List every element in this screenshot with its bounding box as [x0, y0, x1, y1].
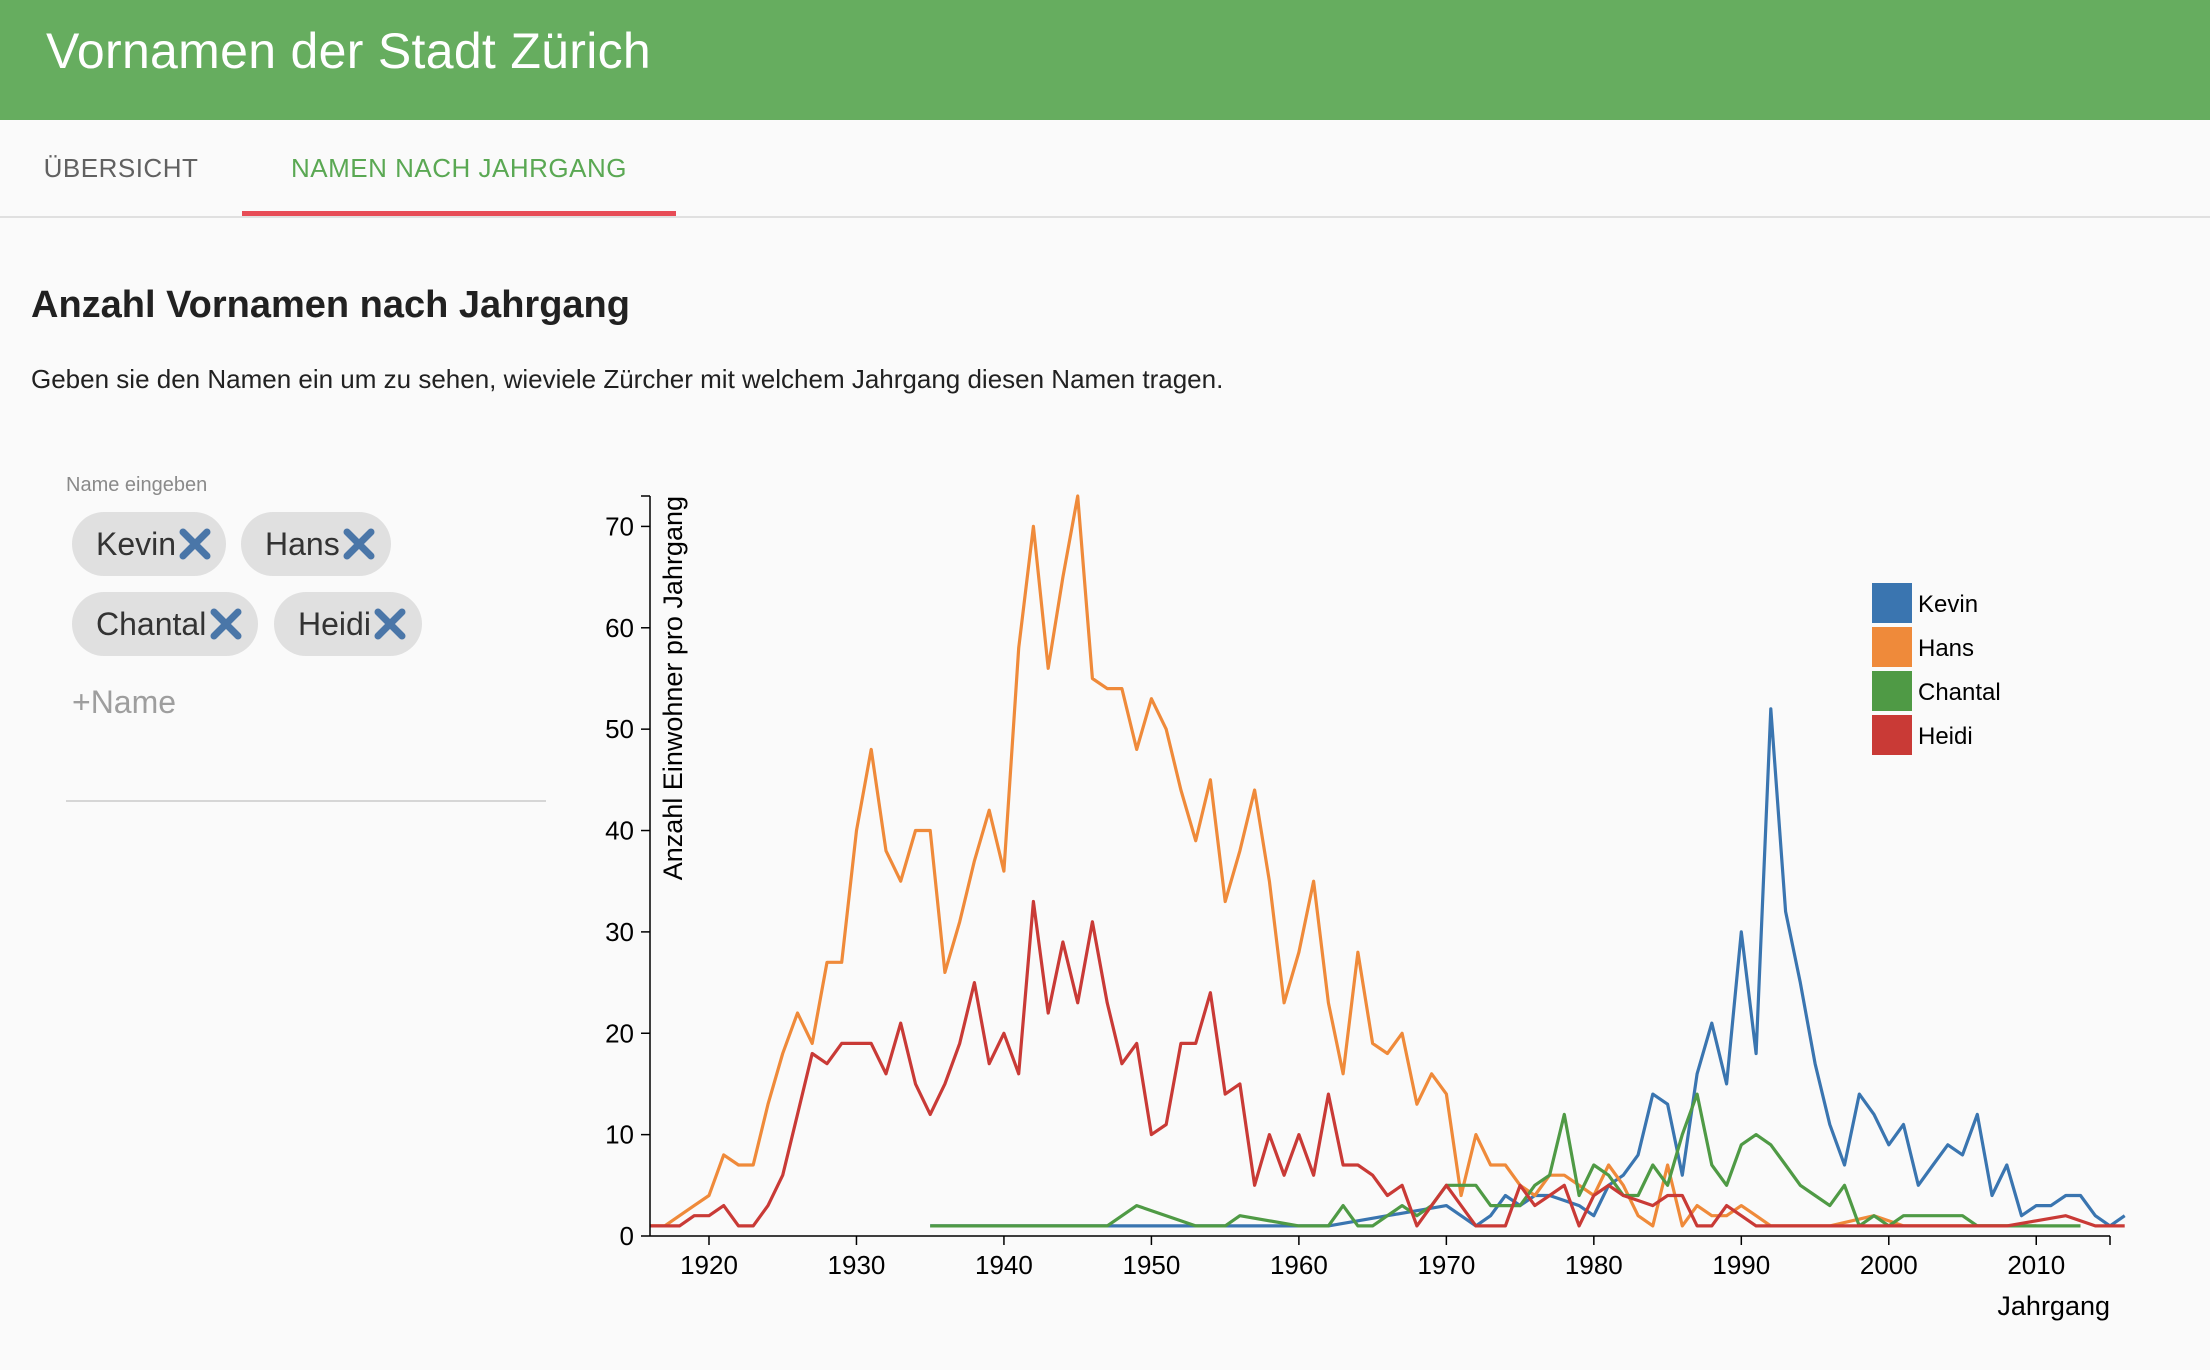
app-bar: Vornamen der Stadt Zürich	[0, 0, 2210, 120]
chip-label: Kevin	[96, 526, 177, 562]
name-input-underline	[66, 800, 546, 802]
x-tick-label: 1930	[828, 1250, 886, 1280]
y-tick-label: 60	[605, 613, 634, 643]
series-line-chantal	[930, 1092, 2081, 1228]
y-tick-label: 0	[620, 1221, 634, 1251]
tab-namen-nach-jahrgang[interactable]: NAMEN NACH JAHRGANG	[291, 153, 627, 183]
chip-hans: Hans	[241, 512, 391, 576]
x-tick-label: 1940	[975, 1250, 1033, 1280]
y-tick-label: 20	[605, 1018, 634, 1048]
x-tick-label: 1970	[1417, 1250, 1475, 1280]
series-line-hans	[650, 494, 2037, 1228]
chip-label: Heidi	[298, 606, 371, 642]
app-title: Vornamen der Stadt Zürich	[46, 23, 652, 79]
close-icon[interactable]	[206, 604, 246, 644]
x-tick-label: 2000	[1860, 1250, 1918, 1280]
x-tick-label: 1920	[680, 1250, 738, 1280]
name-input[interactable]	[66, 680, 558, 724]
series-line-heidi	[650, 899, 2125, 1228]
legend-swatch-kevin	[1872, 583, 1912, 623]
chip-chantal: Chantal	[72, 592, 258, 656]
close-icon[interactable]	[339, 524, 379, 564]
y-axis-label: Anzahl Einwohner pro Jahrgang	[658, 496, 688, 880]
section-title: Anzahl Vornamen nach Jahrgang	[31, 284, 630, 326]
x-tick-label: 1990	[1712, 1250, 1770, 1280]
x-tick-label: 1960	[1270, 1250, 1328, 1280]
legend-label-heidi: Heidi	[1918, 723, 1973, 750]
series-line-kevin	[930, 707, 2126, 1228]
tab-uebersicht[interactable]: ÜBERSICHT	[43, 153, 199, 183]
close-icon[interactable]	[370, 604, 410, 644]
active-tab-indicator	[242, 211, 676, 216]
x-tick-label: 2010	[2007, 1250, 2065, 1280]
y-tick-label: 70	[605, 511, 634, 541]
legend-swatch-heidi	[1872, 715, 1912, 755]
y-tick-label: 30	[605, 917, 634, 947]
x-axis-label: Jahrgang	[1997, 1291, 2110, 1321]
section-description: Geben sie den Namen ein um zu sehen, wie…	[31, 364, 1224, 394]
name-input-label: Name eingeben	[66, 474, 208, 496]
legend-label-kevin: Kevin	[1918, 591, 1978, 618]
y-tick-label: 10	[605, 1120, 634, 1150]
legend-swatch-chantal	[1872, 671, 1912, 711]
chip-label: Hans	[265, 526, 340, 562]
legend-label-hans: Hans	[1918, 635, 1974, 662]
close-icon[interactable]	[175, 524, 215, 564]
legend-label-chantal: Chantal	[1918, 679, 2001, 706]
chip-kevin: Kevin	[72, 512, 226, 576]
chip-label: Chantal	[96, 606, 207, 642]
y-tick-label: 50	[605, 714, 634, 744]
legend-swatch-hans	[1872, 627, 1912, 667]
tab-bar: ÜBERSICHT NAMEN NACH JAHRGANG	[0, 120, 2210, 218]
x-tick-label: 1950	[1122, 1250, 1180, 1280]
x-tick-label: 1980	[1565, 1250, 1623, 1280]
chip-heidi: Heidi	[274, 592, 422, 656]
y-tick-label: 40	[605, 816, 634, 846]
